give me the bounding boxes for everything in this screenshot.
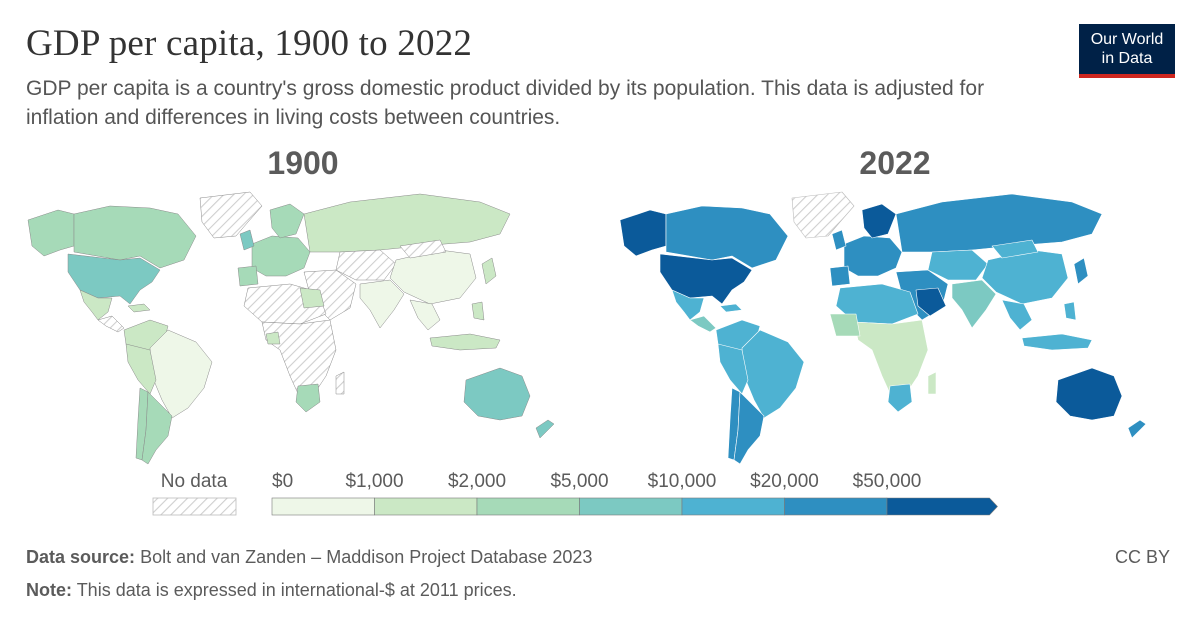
region-usa-2022[interactable] [659, 253, 753, 305]
legend-swatch-5[interactable] [784, 497, 888, 516]
region-argentina[interactable] [141, 391, 173, 465]
region-brazil[interactable] [149, 329, 213, 419]
region-uk-2022[interactable] [831, 229, 847, 251]
legend-no-data-swatch[interactable] [152, 497, 237, 516]
region-mexico-2022[interactable] [671, 289, 705, 321]
region-russia-2022[interactable] [895, 193, 1103, 253]
region-egypt[interactable] [299, 287, 325, 309]
region-australia-2022[interactable] [1055, 367, 1123, 421]
map-2022 [619, 191, 1147, 465]
map-legend: No data $0 $1,000 $2,000 $5,000 $10,000 $20,0… [152, 471, 998, 516]
region-southern-africa-2022[interactable] [887, 383, 913, 413]
legend-swatch-0[interactable] [271, 497, 375, 516]
legend-tick-label-2: $2,000 [448, 471, 506, 492]
region-philippines[interactable] [471, 301, 485, 321]
region-mongolia[interactable] [399, 239, 447, 259]
region-western-europe[interactable] [251, 235, 311, 277]
region-north-africa-2022[interactable] [835, 283, 919, 325]
region-caribbean[interactable] [127, 303, 151, 313]
region-usa[interactable] [67, 253, 161, 305]
region-west-africa-2022[interactable] [829, 313, 861, 337]
region-central-america[interactable] [97, 315, 125, 333]
region-india[interactable] [359, 279, 405, 329]
region-scandinavia[interactable] [269, 203, 305, 239]
region-china[interactable] [389, 249, 477, 305]
region-alaska-2022[interactable] [619, 209, 667, 257]
region-saudi-arabia-2022[interactable] [915, 287, 947, 317]
region-argentina-2022[interactable] [733, 391, 765, 465]
region-uk[interactable] [239, 229, 255, 251]
region-indonesia-2022[interactable] [1021, 333, 1093, 351]
region-iberia[interactable] [237, 265, 259, 287]
region-canada-2022[interactable] [665, 205, 789, 269]
legend-swatch-6[interactable] [886, 497, 998, 516]
region-south-africa[interactable] [295, 383, 321, 413]
region-new-zealand-2022[interactable] [1127, 419, 1147, 439]
legend-tick-label-1: $1,000 [345, 471, 403, 492]
region-western-europe-2022[interactable] [843, 235, 903, 277]
region-mongolia-2022[interactable] [991, 239, 1039, 259]
region-canada[interactable] [73, 205, 197, 269]
region-japan-2022[interactable] [1073, 257, 1089, 285]
logo-line-2: in Data [1101, 50, 1153, 67]
region-central-asia-2022[interactable] [927, 249, 989, 281]
legend-swatch-1[interactable] [374, 497, 478, 516]
region-brazil-2022[interactable] [741, 329, 805, 419]
map-1900 [27, 191, 555, 465]
legend-swatch-2[interactable] [476, 497, 580, 516]
region-madagascar-2022[interactable] [927, 371, 937, 395]
map-year-1900: 1900 [267, 145, 339, 181]
data-source-text[interactable]: Bolt and van Zanden – Maddison Project D… [140, 547, 593, 567]
data-source: Data source: Bolt and van Zanden – Maddi… [26, 547, 592, 568]
logo-line-1: Our World [1090, 31, 1164, 48]
owid-logo[interactable]: Our World in Data [1079, 24, 1175, 78]
legend-swatch-4[interactable] [681, 497, 785, 516]
data-source-label: Data source: [26, 547, 136, 567]
legend-tick-label-5: $20,000 [750, 471, 819, 492]
legend-tick-label-4: $10,000 [648, 471, 717, 492]
region-se-asia[interactable] [409, 299, 441, 331]
region-alaska[interactable] [27, 209, 75, 257]
data-note: Note: This data is expressed in internat… [26, 580, 517, 601]
region-ghana[interactable] [265, 331, 281, 345]
legend-swatch-3[interactable] [579, 497, 683, 516]
region-mexico[interactable] [79, 289, 113, 321]
data-note-label: Note: [26, 580, 72, 600]
region-greenland[interactable] [199, 191, 263, 239]
region-greenland-2022[interactable] [791, 191, 855, 239]
region-australia[interactable] [463, 367, 531, 421]
legend-tick-label-6: $50,000 [853, 471, 922, 492]
region-indonesia[interactable] [429, 333, 501, 351]
legend-tick-label-0: $0 [272, 471, 293, 492]
region-new-zealand[interactable] [535, 419, 555, 439]
region-japan[interactable] [481, 257, 497, 285]
data-note-text: This data is expressed in international-… [76, 580, 517, 600]
legend-bins: $0 $1,000 $2,000 $5,000 $10,000 $20,000 $50,00… [271, 471, 998, 516]
legend-no-data-label: No data [161, 471, 228, 492]
region-central-asia[interactable] [335, 249, 397, 281]
region-philippines-2022[interactable] [1063, 301, 1077, 321]
region-russia[interactable] [303, 193, 511, 253]
region-iberia-2022[interactable] [829, 265, 851, 287]
region-india-2022[interactable] [951, 279, 997, 329]
region-se-asia-2022[interactable] [1001, 299, 1033, 331]
region-madagascar[interactable] [335, 371, 345, 395]
region-caribbean-2022[interactable] [719, 303, 743, 313]
chart-title: GDP per capita, 1900 to 2022 [26, 23, 473, 64]
region-china-2022[interactable] [981, 249, 1069, 305]
world-maps: No data $0 $1,000 $2,000 $5,000 $10,000 $20,0… [27, 191, 1147, 516]
region-central-america-2022[interactable] [689, 315, 717, 333]
legend-tick-label-3: $5,000 [550, 471, 608, 492]
region-scandinavia-2022[interactable] [861, 203, 897, 239]
chart-subtitle: GDP per capita is a country's gross dome… [26, 77, 985, 129]
map-year-2022: 2022 [859, 145, 931, 181]
license-link[interactable]: CC BY [1114, 547, 1170, 567]
